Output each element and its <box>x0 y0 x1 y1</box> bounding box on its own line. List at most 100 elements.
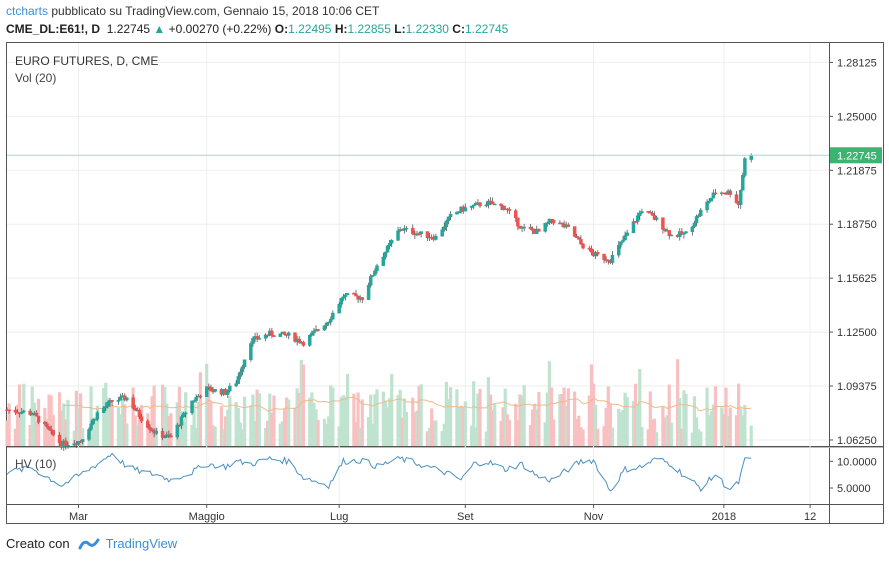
candle-body <box>486 200 491 206</box>
volume-bar <box>339 397 343 446</box>
volume-bar <box>388 398 392 446</box>
chart-frame <box>6 42 884 524</box>
candle-body <box>343 294 348 297</box>
candle-body <box>579 239 583 245</box>
volume-bar <box>678 398 682 446</box>
volume-bar <box>608 403 612 446</box>
volume-bar <box>373 394 377 446</box>
volume-bar <box>278 423 282 446</box>
candle-body <box>45 423 49 427</box>
tradingview-link[interactable]: TradingView <box>105 536 178 551</box>
volume-bar <box>493 403 497 446</box>
volume-bar <box>522 385 526 446</box>
volume-bar <box>72 430 76 446</box>
volume-bar <box>661 406 665 446</box>
volume-bar <box>722 413 726 446</box>
candle-body <box>692 222 697 228</box>
volume-bar <box>381 391 385 446</box>
candle-body <box>234 383 238 387</box>
volume-bar <box>543 422 547 446</box>
candle-body <box>551 219 556 224</box>
candle-body <box>667 230 671 236</box>
candle-body <box>492 203 497 206</box>
candle-body <box>728 190 732 195</box>
volume-bar <box>184 392 188 446</box>
volume-bar <box>34 421 39 446</box>
price-tick-label: 1.06250 <box>837 435 877 447</box>
volume-bar <box>45 419 49 446</box>
candle-body <box>190 400 194 414</box>
volume-bar <box>383 400 388 446</box>
candle-body <box>440 229 444 237</box>
candle-body <box>577 237 581 240</box>
volume-bar <box>440 431 444 446</box>
publish-text: pubblicato su TradingView.com, Gennaio 1… <box>51 4 380 18</box>
candle-body <box>581 243 585 249</box>
candle-body <box>7 409 11 412</box>
volume-bar <box>314 409 318 446</box>
candle-body <box>699 209 703 216</box>
volume-bar <box>640 427 644 446</box>
volume-bar <box>316 420 320 446</box>
candle-body <box>705 201 709 211</box>
candle-body <box>419 231 423 235</box>
author-link[interactable]: ctcharts <box>6 4 49 18</box>
volume-bar <box>322 418 327 446</box>
volume-bar <box>181 420 186 446</box>
candle-body <box>316 329 320 331</box>
volume-bar <box>213 426 217 446</box>
time-tick-label: Mar <box>69 511 88 523</box>
volume-bar <box>505 414 509 446</box>
volume-bar <box>163 386 167 446</box>
volume-bar <box>301 364 306 446</box>
volume-bar <box>535 409 539 446</box>
volume-bar <box>60 410 64 446</box>
volume-bar <box>501 407 505 446</box>
last-price-label: 1.22745 <box>837 150 877 162</box>
candle-body <box>537 228 541 232</box>
candle-body <box>34 412 39 417</box>
volume-bar <box>207 387 211 446</box>
volume-bar <box>228 395 232 446</box>
volume-bar <box>194 427 198 446</box>
candle-body <box>530 228 535 231</box>
volume-bar <box>579 427 583 446</box>
volume-bar <box>324 423 329 446</box>
volume-bar <box>93 417 97 446</box>
candle-body <box>324 322 329 327</box>
candle-body <box>621 239 625 243</box>
volume-bar <box>652 418 657 446</box>
candle-body <box>425 231 430 238</box>
volume-bar <box>665 415 669 446</box>
candle-body <box>457 211 461 214</box>
volume-bar <box>739 408 743 446</box>
price-tick-label: 1.25000 <box>837 111 877 123</box>
volume-bar <box>15 404 20 446</box>
candle-body <box>471 204 476 207</box>
volume-bar <box>573 391 577 446</box>
candle-body <box>368 276 373 286</box>
volume-bar <box>369 394 373 446</box>
volume-bar <box>558 394 562 446</box>
time-tick-label: 2018 <box>712 511 736 523</box>
candles <box>5 153 753 452</box>
volume-bar <box>528 425 533 446</box>
volume-bar <box>676 359 680 446</box>
volume-bar <box>713 386 718 446</box>
volume-bar <box>329 385 333 446</box>
volume-ma <box>63 396 752 412</box>
volume-bar <box>413 412 417 446</box>
volume-bar <box>308 397 312 446</box>
candle-body <box>139 416 144 422</box>
volume-bar <box>66 399 70 446</box>
volume-bar <box>486 377 491 446</box>
candle-body <box>169 435 173 438</box>
volume-bar <box>474 427 478 446</box>
volume-bar <box>621 409 625 446</box>
candle-body <box>213 389 217 392</box>
candle-body <box>263 334 268 339</box>
candle-body <box>444 220 449 227</box>
volume-bar <box>692 396 697 446</box>
hv-tick-label: 10.0000 <box>837 456 877 468</box>
